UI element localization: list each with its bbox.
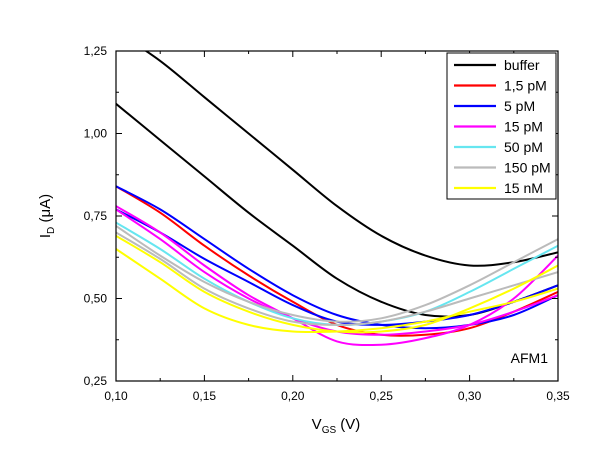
series-line-0	[144, 51, 558, 267]
legend: buffer 1,5 pM 5 pM 15 pM 50 pM 150 pM 15 nM	[446, 52, 557, 200]
y-tick-label: 1,25	[84, 44, 108, 58]
x-tick-label: 0,30	[458, 389, 482, 403]
series-line-9	[116, 231, 558, 326]
y-tick-label: 0,75	[84, 209, 108, 223]
series-line-3	[116, 185, 558, 330]
x-tick-label: 0,20	[281, 389, 305, 403]
legend-label: 1,5 pM	[504, 78, 547, 94]
x-tick-label: 0,15	[193, 389, 217, 403]
legend-label: 15 pM	[504, 119, 543, 135]
y-tick-label: 0,50	[84, 292, 108, 306]
legend-label: 50 pM	[504, 139, 543, 155]
series-line-8	[116, 224, 558, 323]
ticks-layer: 0,10 0,15 0,20 0,25 0,30 0,35 0,25 0,50 0,75 1,00…	[84, 44, 570, 403]
x-tick-label: 0,35	[546, 389, 570, 403]
legend-label: 150 pM	[504, 160, 551, 176]
series-layer	[116, 51, 558, 347]
y-tick-label: 0,25	[84, 374, 108, 388]
x-tick-label: 0,25	[370, 389, 394, 403]
series-line-11	[116, 248, 558, 334]
legend-label: 15 nM	[504, 180, 543, 196]
legend-label: 5 pM	[504, 98, 535, 114]
series-line-5	[116, 205, 558, 347]
legend-label: buffer	[504, 57, 540, 73]
y-tick-label: 1,00	[84, 127, 108, 141]
x-axis-label: VGS (V)	[312, 416, 361, 436]
annotation-label: AFM1	[511, 350, 549, 366]
y-axis-label: ID (μA)	[37, 194, 57, 238]
x-tick-label: 0,10	[104, 389, 128, 403]
